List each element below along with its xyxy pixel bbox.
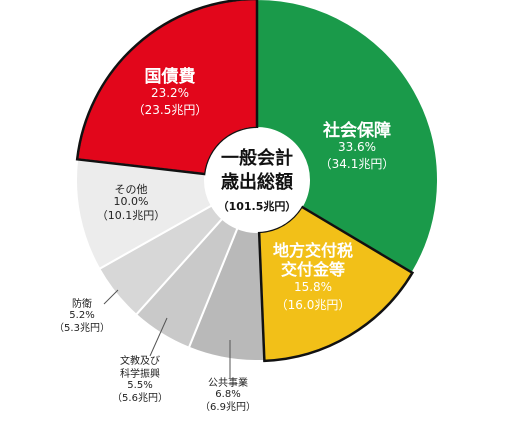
slice-amount-6: （23.5兆円） xyxy=(133,103,208,117)
slice-amount-4: （5.3兆円） xyxy=(54,322,110,334)
slice-0 xyxy=(256,0,439,275)
slice-name-6-0: 国債費 xyxy=(145,66,196,87)
slice-amount-5: （10.1兆円） xyxy=(97,209,166,222)
leader-line-4 xyxy=(103,289,119,305)
center-label: 一般会計 歳出総額 （101.5兆円） xyxy=(218,147,297,213)
slice-label-4: 防衛5.2%（5.3兆円） xyxy=(54,297,110,334)
slice-name-4-0: 防衛 xyxy=(72,297,92,310)
center-label-line2: 歳出総額 xyxy=(221,171,293,193)
center-label-total: （101.5兆円） xyxy=(218,199,297,213)
slice-percent-3: 5.5% xyxy=(127,380,152,391)
slice-percent-5: 10.0% xyxy=(114,195,149,208)
slice-amount-1: （16.0兆円） xyxy=(276,298,351,312)
slice-percent-6: 23.2% xyxy=(151,86,189,100)
slice-name-2-0: 公共事業 xyxy=(208,376,248,389)
slice-amount-2: （6.9兆円） xyxy=(200,401,256,413)
slice-percent-2: 6.8% xyxy=(215,389,240,400)
slice-name-1-0: 地方交付税 xyxy=(273,241,353,260)
slice-name-1-1: 交付金等 xyxy=(281,260,345,279)
slice-name-3-1: 科学振興 xyxy=(120,367,160,380)
center-hole xyxy=(205,128,309,232)
leader-lines-layer xyxy=(103,289,231,378)
slice-percent-1: 15.8% xyxy=(294,280,332,294)
slice-name-3-0: 文教及び xyxy=(120,354,160,367)
slice-percent-0: 33.6% xyxy=(338,140,376,154)
center-label-line1: 一般会計 xyxy=(221,147,293,169)
slice-name-5-0: その他 xyxy=(115,183,148,196)
leader-line-3 xyxy=(149,317,168,357)
slice-amount-3: （5.6兆円） xyxy=(112,392,168,404)
slice-percent-4: 5.2% xyxy=(69,310,94,321)
slice-name-0-0: 社会保障 xyxy=(322,120,391,141)
slice-amount-0: （34.1兆円） xyxy=(320,157,395,171)
slices-layer xyxy=(75,0,439,362)
